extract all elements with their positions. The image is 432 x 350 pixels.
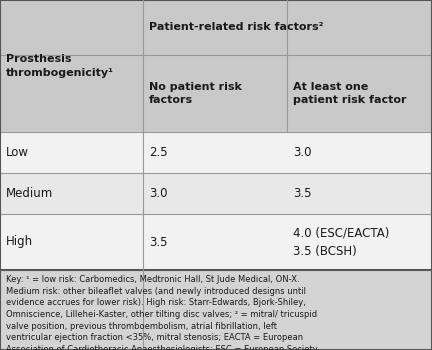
Text: Key: ¹ = low risk: Carbomedics, Medtronic Hall, St Jude Medical, ON-X.
Medium ri: Key: ¹ = low risk: Carbomedics, Medtroni… <box>6 275 318 350</box>
Text: Low: Low <box>6 146 29 159</box>
Bar <box>0 0 432 132</box>
Text: Patient-related risk factors²: Patient-related risk factors² <box>149 22 324 33</box>
Text: 4.0 (ESC/EACTA)
3.5 (BCSH): 4.0 (ESC/EACTA) 3.5 (BCSH) <box>293 226 389 258</box>
Text: 2.5: 2.5 <box>149 146 168 159</box>
Bar <box>0 132 432 173</box>
Text: High: High <box>6 236 33 248</box>
Bar <box>0 173 432 214</box>
Text: Medium: Medium <box>6 187 53 200</box>
Text: 3.0: 3.0 <box>293 146 311 159</box>
Text: 3.0: 3.0 <box>149 187 168 200</box>
Text: 3.5: 3.5 <box>149 236 168 248</box>
Text: 3.5: 3.5 <box>293 187 311 200</box>
Text: At least one
patient risk factor: At least one patient risk factor <box>293 82 407 105</box>
Text: No patient risk
factors: No patient risk factors <box>149 82 242 105</box>
Bar <box>0 270 432 350</box>
Bar <box>0 214 432 270</box>
Text: Prosthesis
thrombogenicity¹: Prosthesis thrombogenicity¹ <box>6 54 114 78</box>
